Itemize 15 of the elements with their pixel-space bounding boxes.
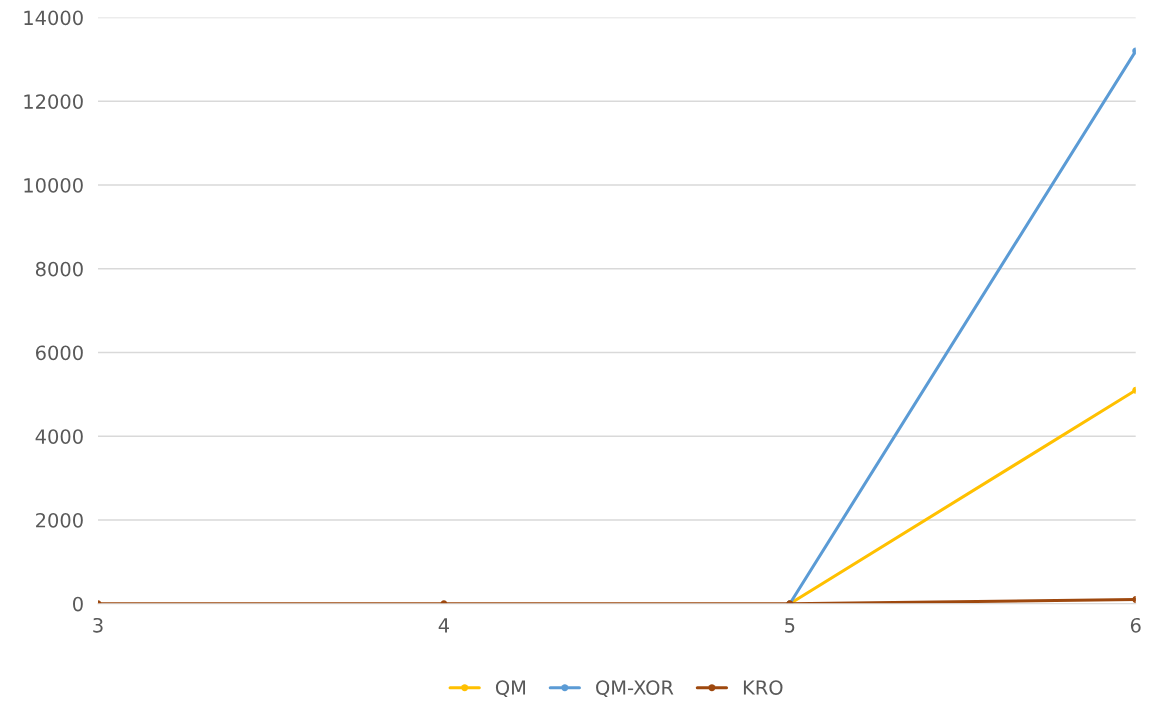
y-tick-label: 2000	[36, 512, 83, 528]
y-tick-label: 6000	[35, 345, 83, 361]
x-tick-label: 6	[1130, 617, 1141, 633]
legend-label: QM-XOR	[596, 680, 674, 698]
y-tick-label: 14000	[24, 10, 83, 26]
x-tick-label: 4	[438, 618, 449, 633]
y-tick-label: 12000	[24, 94, 83, 109]
y-tick-label: 10000	[24, 177, 83, 193]
y-tick-label: 0	[73, 596, 83, 612]
y-tick-label: 4000	[35, 429, 83, 444]
legend-label: KRO	[743, 680, 783, 695]
legend-label: QM	[495, 680, 526, 698]
x-tick-label: 3	[93, 617, 103, 633]
x-tick-label: 5	[785, 618, 795, 633]
y-tick-label: 8000	[35, 261, 83, 277]
